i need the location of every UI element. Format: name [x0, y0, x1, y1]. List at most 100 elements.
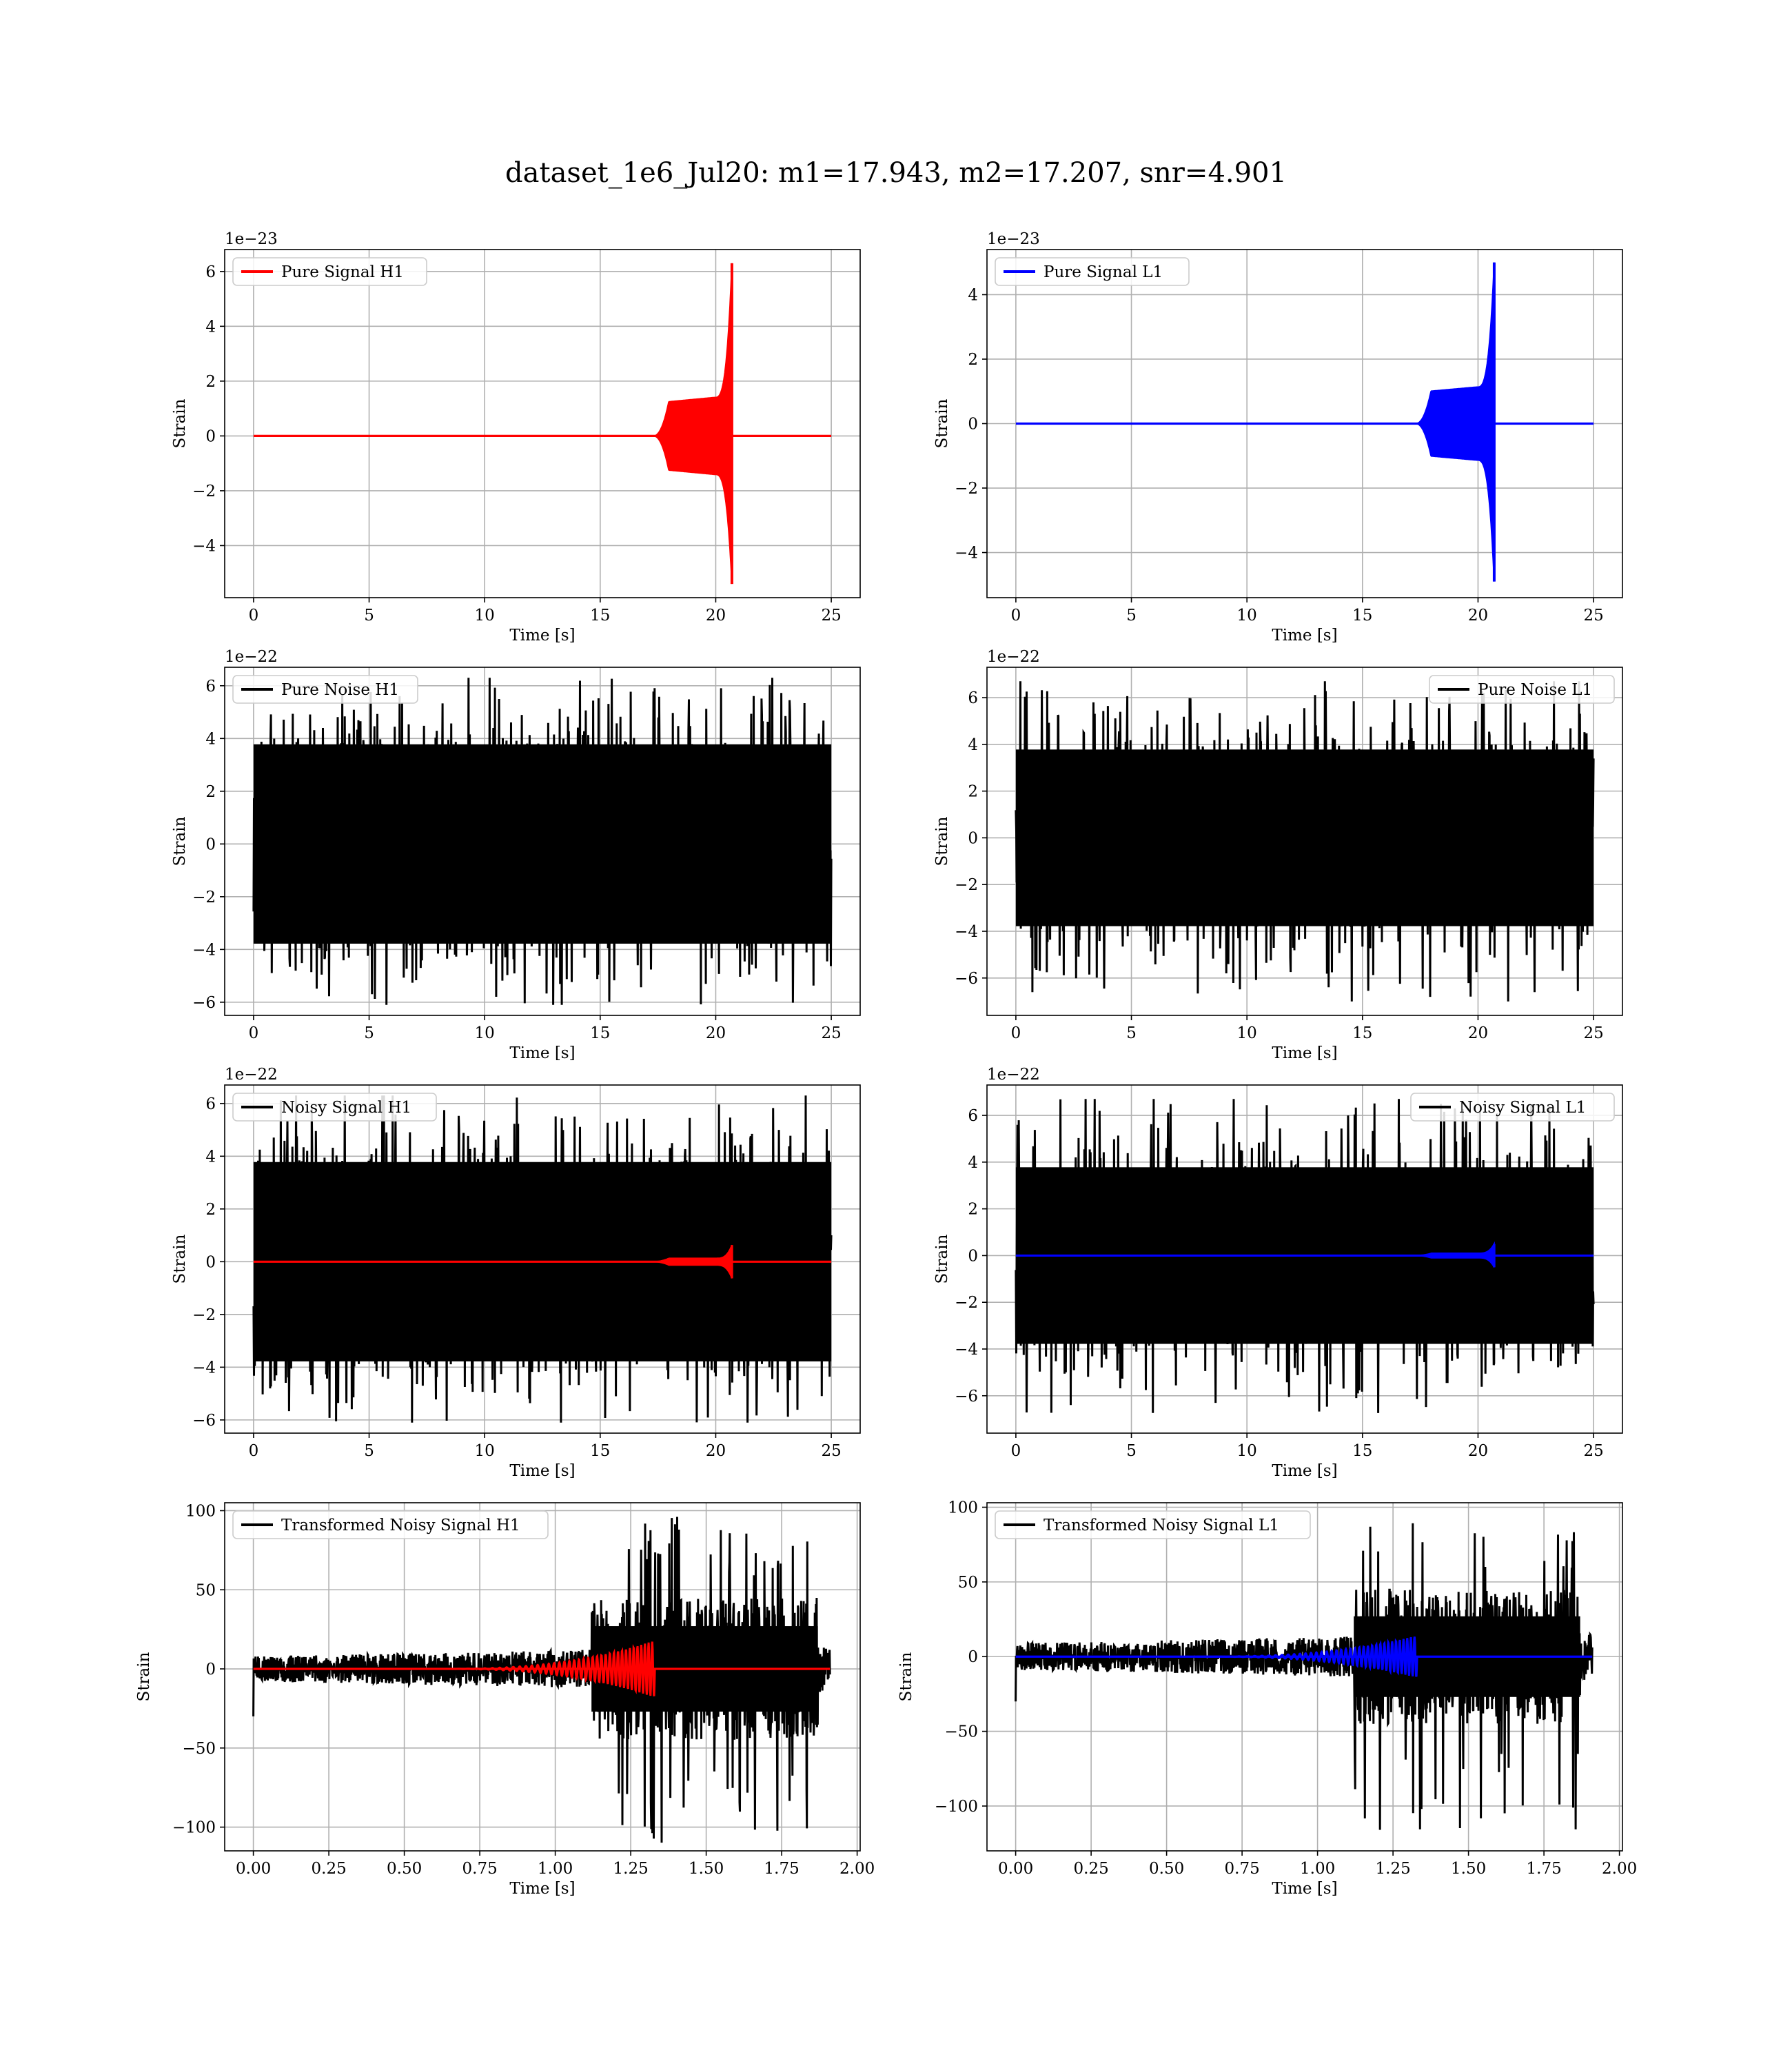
y-tick-label: −100	[172, 1819, 216, 1837]
axes-frame	[986, 1502, 1623, 1852]
x-tick-label: 5	[364, 607, 374, 625]
offset-text: 1e−22	[987, 1066, 1040, 1084]
x-axis-label: Time [s]	[1272, 1462, 1337, 1480]
x-tick-label: 20	[1468, 1442, 1488, 1460]
y-tick-label: −2	[192, 889, 216, 906]
axes-frame	[224, 1084, 861, 1434]
chirp-oscillation	[434, 1641, 656, 1696]
x-tick-label: 1.75	[1527, 1860, 1562, 1878]
chirp-envelope	[1415, 262, 1495, 582]
x-tick-label: 1.00	[538, 1860, 573, 1878]
y-tick-label: 0	[205, 1661, 216, 1679]
x-tick-label: 20	[706, 1024, 726, 1042]
y-tick-label: −2	[955, 480, 978, 498]
x-tick-label: 10	[475, 1442, 495, 1460]
x-tick-label: 25	[821, 1442, 841, 1460]
x-tick-label: 10	[1237, 607, 1257, 625]
x-tick-label: 15	[1352, 1442, 1372, 1460]
offset-text: 1e−22	[225, 648, 278, 666]
x-tick-label: 0	[1011, 1024, 1021, 1042]
series-h1-noise	[252, 678, 833, 1005]
y-tick-label: 50	[958, 1574, 978, 1592]
x-tick-label: 25	[1583, 1442, 1603, 1460]
noise-trace	[1015, 1099, 1595, 1413]
subplot-l1-noisy: 0 5 10 15 20 25 −6 −4 −2 0 2 4 6 Time [s] Strain 1e−22 N…	[933, 1066, 1623, 1480]
series-l1-noisy	[1015, 1099, 1595, 1413]
noise-trace	[252, 1517, 831, 1843]
y-tick-label: −6	[955, 1388, 978, 1406]
y-tick-label: 6	[205, 678, 216, 696]
x-tick-label: 1.75	[764, 1860, 800, 1878]
x-tick-label: 2.00	[839, 1860, 875, 1878]
y-axis-label: Strain	[897, 1652, 915, 1701]
y-tick-label: 0	[205, 835, 216, 853]
series-h1-pure	[253, 263, 832, 585]
y-tick-label: 0	[968, 1648, 978, 1666]
grid	[225, 250, 860, 598]
x-tick-label: 0.50	[387, 1860, 422, 1878]
x-tick-label: 20	[1468, 607, 1488, 625]
y-tick-label: 2	[205, 783, 216, 801]
y-tick-label: −6	[192, 1412, 216, 1430]
subplot-h1-noisy: 0 5 10 15 20 25 −6 −4 −2 0 2 4 6 Time [s] Strain 1e−22N…	[171, 1066, 861, 1480]
x-tick-label: 20	[706, 607, 726, 625]
x-tick-label: 15	[590, 1442, 610, 1460]
legend-label: Transformed Noisy Signal H1	[281, 1517, 520, 1534]
x-tick-label: 1.50	[1451, 1860, 1486, 1878]
offset-text: 1e−23	[987, 230, 1040, 248]
y-tick-label: 6	[205, 263, 216, 281]
x-axis-label: Time [s]	[509, 1044, 575, 1062]
x-tick-label: 10	[475, 607, 495, 625]
y-tick-label: 2	[205, 373, 216, 391]
y-tick-label: 50	[196, 1581, 216, 1599]
y-axis-label: Strain	[933, 398, 951, 448]
legend: Pure Noise H1	[232, 675, 418, 704]
subplot-h1-pure: 0 5 10 15 20 25 −4 −2 0 2 4 6 Time [s] Strain 1e−23Pur…	[171, 230, 861, 645]
chirp-oscillation	[1197, 1636, 1418, 1677]
legend: Noisy Signal L1	[1410, 1093, 1615, 1122]
y-axis-label: Strain	[933, 816, 951, 866]
y-tick-label: 6	[205, 1095, 216, 1113]
y-tick-label: 2	[205, 1201, 216, 1219]
x-axis-label: Time [s]	[509, 1880, 575, 1898]
legend-label: Pure Signal L1	[1043, 263, 1163, 281]
y-tick-label: 4	[205, 318, 216, 336]
y-tick-label: 2	[968, 351, 978, 369]
noise-trace	[1015, 1523, 1594, 1830]
legend: Pure Noise L1	[1429, 675, 1615, 704]
x-tick-label: 1.25	[613, 1860, 649, 1878]
series-h1-noisy	[252, 1095, 833, 1423]
x-axis-label: Time [s]	[1272, 1044, 1337, 1062]
legend-box	[1429, 675, 1615, 704]
x-tick-label: 1.25	[1376, 1860, 1411, 1878]
x-tick-label: 0.00	[236, 1860, 271, 1878]
subplot-h1-transformed: 0.00 0.25 0.50 0.75 1.00 1.25 1.50 1.75 2.00 −100…	[135, 1502, 875, 1898]
y-tick-label: −4	[192, 941, 216, 959]
x-axis-label: Time [s]	[509, 1462, 575, 1480]
x-tick-label: 15	[590, 607, 610, 625]
axes-frame	[224, 667, 861, 1016]
noise-trace	[252, 678, 833, 1005]
y-tick-label: 4	[205, 730, 216, 748]
x-tick-label: 1.50	[689, 1860, 724, 1878]
y-tick-label: −50	[182, 1740, 216, 1758]
legend: Transformed Noisy Signal L1	[995, 1510, 1311, 1539]
x-tick-label: 0.25	[1074, 1860, 1109, 1878]
y-tick-label: −4	[955, 923, 978, 941]
y-tick-label: 4	[968, 286, 978, 304]
y-axis-label: Strain	[171, 816, 189, 866]
legend: Pure Signal H1	[232, 257, 427, 286]
x-tick-label: 0.75	[1225, 1860, 1260, 1878]
noise-trace	[252, 1095, 833, 1423]
y-axis-label: Strain	[933, 1234, 951, 1284]
y-tick-label: 0	[205, 427, 216, 445]
legend-label: Transformed Noisy Signal L1	[1043, 1517, 1279, 1534]
series-l1-transformed	[1015, 1523, 1594, 1830]
x-tick-label: 0.50	[1149, 1860, 1184, 1878]
x-tick-label: 0.75	[462, 1860, 498, 1878]
offset-text: 1e−22	[225, 1066, 278, 1084]
x-tick-label: 15	[1352, 607, 1372, 625]
y-tick-label: −2	[955, 1294, 978, 1312]
y-tick-label: 0	[968, 829, 978, 847]
